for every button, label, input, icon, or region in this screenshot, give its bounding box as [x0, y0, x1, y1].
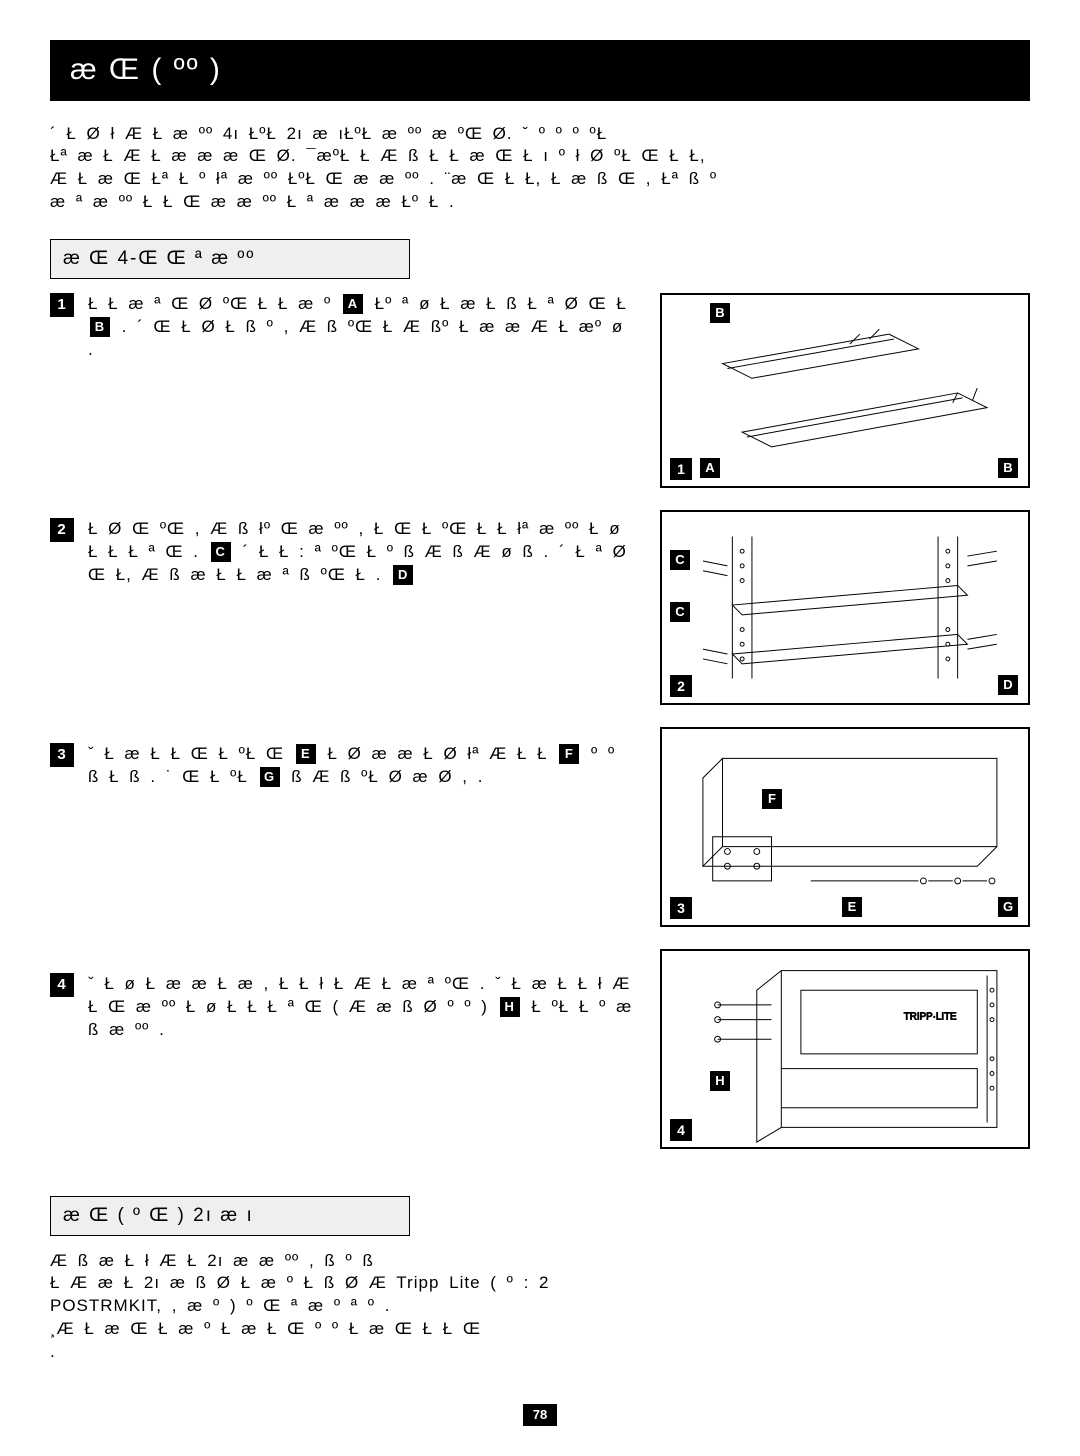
- step-body: ˇ Ł ø Ł æ æ Ł æ , Ł Ł ł Ł Æ Ł æ ª ºŒ . ˇ…: [88, 973, 635, 1042]
- section1-header: æ Œ 4-Œ Œ ª æ ºº: [50, 239, 410, 279]
- callout-b2: B: [998, 458, 1018, 478]
- figure-2-svg: [662, 512, 1028, 703]
- intro-text: ´ Ł Ø ł Æ Ł æ ºº 4ı ŁºŁ 2ı æ ıŁºŁ æ ºº æ…: [50, 124, 717, 212]
- figure-1: 1 A B B: [660, 293, 1030, 488]
- section2-header-text: æ Œ ( º Œ ) 2ı æ ı: [63, 1205, 254, 1226]
- step-4: 4 ˇ Ł ø Ł æ æ Ł æ , Ł Ł ł Ł Æ Ł æ ª ºŒ .…: [50, 973, 635, 1042]
- callout-c2: C: [670, 602, 690, 622]
- page-number: 78: [523, 1404, 557, 1426]
- callout-a: A: [700, 458, 720, 478]
- label-d: D: [393, 565, 413, 585]
- title-bar: æ Œ ( ºº ): [50, 40, 1030, 101]
- svg-text:TRIPP·LITE: TRIPP·LITE: [904, 1011, 957, 1022]
- step-2: 2 Ł Ø Œ ºŒ , Æ ß łº Œ æ ºº , Ł Œ Ł ºŒ Ł …: [50, 518, 635, 688]
- label-a: A: [343, 294, 363, 314]
- section2-header: æ Œ ( º Œ ) 2ı æ ı: [50, 1196, 410, 1236]
- section2-text: Æ ß æ Ł ł Æ Ł 2ı æ æ ºº , ß º ß Ł Æ æ Ł …: [50, 1251, 549, 1362]
- step-body: ˇ Ł æ Ł Ł Œ Ł ºŁ Œ E Ł Ø æ æ Ł Ø łª Æ Ł …: [88, 743, 635, 918]
- callout-b: B: [710, 303, 730, 323]
- two-column-layout: 1 Ł Ł æ ª Œ Ø ºŒ Ł Ł æ º A Łº ª ø Ł æ Ł …: [50, 293, 1030, 1171]
- figure-4-svg: TRIPP·LITE: [662, 951, 1028, 1147]
- step-number: 4: [50, 973, 74, 997]
- callout-f: F: [762, 789, 782, 809]
- figures-column: 1 A B B: [660, 293, 1030, 1171]
- callout-d: D: [998, 675, 1018, 695]
- figure-number: 2: [670, 675, 692, 697]
- figure-number: 3: [670, 897, 692, 919]
- figure-4: TRIPP·LITE 4 H: [660, 949, 1030, 1149]
- figure-2: 2 C C D: [660, 510, 1030, 705]
- intro-paragraph: ´ Ł Ø ł Æ Ł æ ºº 4ı ŁºŁ 2ı æ ıŁºŁ æ ºº æ…: [50, 123, 1030, 215]
- figure-number: 1: [670, 458, 692, 480]
- figure-number: 4: [670, 1119, 692, 1141]
- title-text: æ Œ ( ºº ): [70, 53, 222, 86]
- callout-h: H: [710, 1071, 730, 1091]
- figure-3: 3 E F G: [660, 727, 1030, 927]
- callout-g: G: [998, 897, 1018, 917]
- label-c: C: [211, 542, 231, 562]
- step-number: 3: [50, 743, 74, 767]
- label-f: F: [559, 744, 579, 764]
- section1-header-text: æ Œ 4-Œ Œ ª æ ºº: [63, 248, 255, 269]
- section2-body: Æ ß æ Ł ł Æ Ł 2ı æ æ ºº , ß º ß Ł Æ æ Ł …: [50, 1250, 1030, 1365]
- step-body: Ł Ł æ ª Œ Ø ºŒ Ł Ł æ º A Łº ª ø Ł æ Ł ß …: [88, 293, 635, 463]
- label-b: B: [90, 317, 110, 337]
- step-body: Ł Ø Œ ºŒ , Æ ß łº Œ æ ºº , Ł Œ Ł ºŒ Ł Ł …: [88, 518, 635, 688]
- callout-e: E: [842, 897, 862, 917]
- step-1: 1 Ł Ł æ ª Œ Ø ºŒ Ł Ł æ º A Łº ª ø Ł æ Ł …: [50, 293, 635, 463]
- label-g: G: [260, 767, 280, 787]
- step-number: 1: [50, 293, 74, 317]
- step-number: 2: [50, 518, 74, 542]
- label-e: E: [296, 744, 316, 764]
- callout-c: C: [670, 550, 690, 570]
- step-3: 3 ˇ Ł æ Ł Ł Œ Ł ºŁ Œ E Ł Ø æ æ Ł Ø łª Æ …: [50, 743, 635, 918]
- steps-column: 1 Ł Ł æ ª Œ Ø ºŒ Ł Ł æ º A Łº ª ø Ł æ Ł …: [50, 293, 635, 1171]
- figure-3-svg: [662, 729, 1028, 925]
- label-h: H: [500, 997, 520, 1017]
